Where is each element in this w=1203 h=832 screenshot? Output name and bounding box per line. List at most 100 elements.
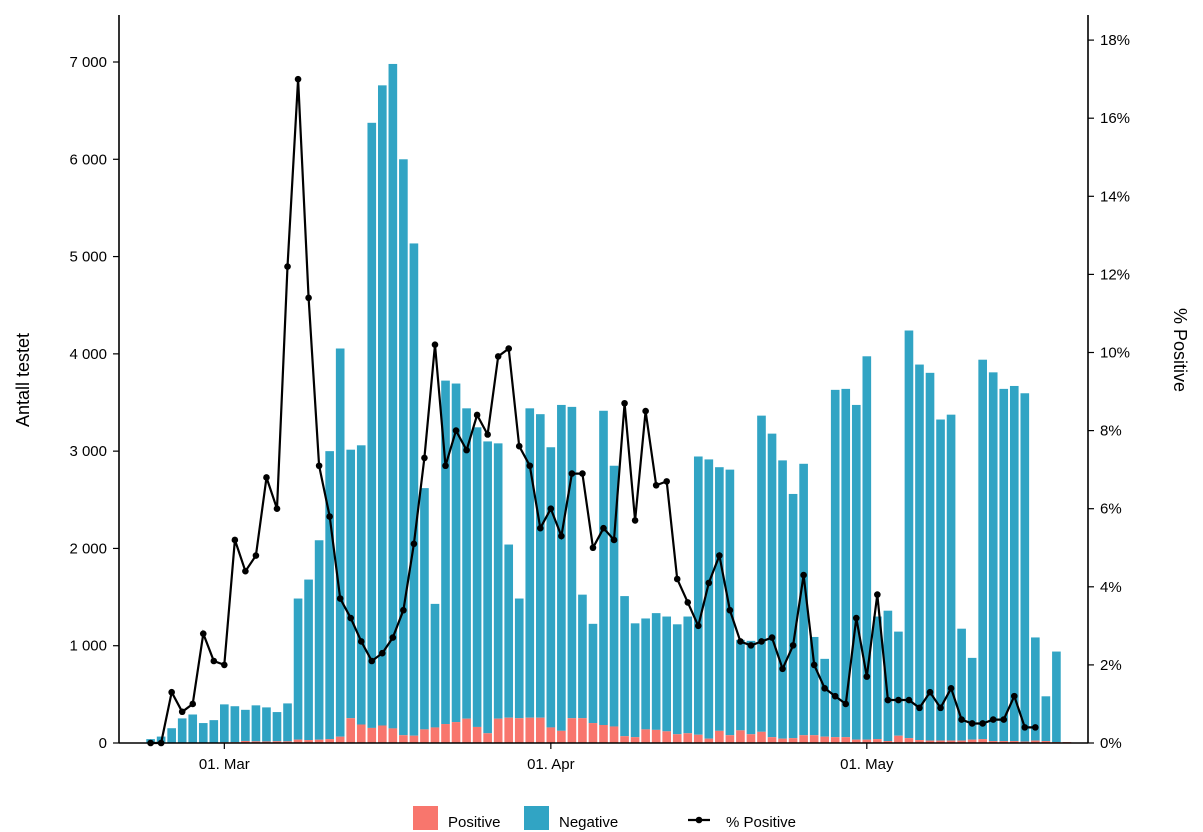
negative-bar [493,443,503,719]
percent-positive-point [400,606,407,614]
percent-positive-point [884,696,892,704]
negative-bar [883,610,893,742]
positive-bar [451,722,461,743]
percent-positive-point [473,411,481,419]
y2-tick-label: 14% [1100,188,1130,205]
percent-positive-point [347,614,355,622]
x-tick-label: 01. May [840,756,894,773]
percent-positive-point [979,720,986,727]
percent-positive-point [263,474,270,481]
percent-positive-point [705,579,713,587]
positive-bar [809,735,819,743]
negative-bar [809,636,819,736]
percent-positive-point [421,454,428,462]
positive-bar [272,741,282,743]
legend: Positive Negative % Positive [413,806,796,831]
y-tick-label: 1 000 [69,638,107,655]
y-tick-label: 4 000 [69,346,107,363]
negative-bar [736,639,745,731]
negative-bar [915,364,924,741]
percent-positive-point [1032,724,1039,731]
positive-bar [641,729,650,743]
positive-bar [367,727,377,743]
percent-positive-point [663,478,670,485]
percent-positive-point [199,630,207,637]
negative-bar [283,703,292,742]
positive-bar [283,741,292,743]
positive-bar [483,733,492,743]
positive-bar [388,728,398,743]
positive-bar [504,717,514,743]
percent-positive-point [515,442,523,450]
legend-swatch-positive [413,806,438,830]
percent-positive-point [526,462,534,470]
percent-positive-point [747,642,755,649]
negative-bar [525,408,535,718]
positive-bar [904,738,914,743]
negative-bar [630,623,640,738]
positive-bar [525,717,535,743]
positive-bar [578,718,587,743]
negative-bar [1052,651,1061,743]
negative-bar [967,657,977,740]
percent-positive-point [168,688,175,696]
percent-positive-point [178,708,186,716]
positive-bar [588,723,598,743]
negative-bar [662,616,672,732]
percent-positive-point [916,704,923,712]
negative-bar [504,544,514,718]
y2-tick-label: 2% [1100,657,1122,674]
y2-tick-label: 16% [1100,110,1130,127]
percent-positive-point [452,427,460,434]
negative-bar [430,603,440,728]
x-tick-label: 01. Mar [199,756,250,773]
positive-bar [420,729,429,743]
positive-bar [820,736,830,743]
negative-bar [641,618,650,730]
negative-bar [957,628,966,741]
negative-bar [925,372,935,741]
negative-bar [862,356,872,740]
negative-bar [1020,393,1030,742]
bars-layer [146,63,1072,743]
positive-bar [725,735,735,743]
percent-positive-point [389,634,397,641]
percent-positive-point [242,567,249,575]
positive-bar [873,739,882,743]
y2-axis-title: % Positive [1170,308,1190,392]
x-tick-label: 01. Apr [527,756,575,773]
negative-bar [399,159,408,736]
y-tick-label: 6 000 [69,151,107,168]
legend-label-negative: Negative [559,814,618,831]
positive-bar [925,740,935,743]
percent-positive-point [463,446,470,454]
positive-bar [557,730,566,743]
positive-bar [978,739,987,743]
positive-bar [430,727,440,743]
y-tick-label: 3 000 [69,443,107,460]
positive-bar [693,734,703,743]
percent-positive-point [189,700,197,708]
percent-positive-point [1000,716,1008,723]
positive-bar [746,734,756,743]
percent-positive-point [494,353,502,360]
positive-bar [462,718,471,743]
positive-bar [535,717,545,743]
positive-bar [1009,741,1019,743]
negative-bar [251,705,261,742]
percent-positive-point [537,524,544,532]
negative-bar [514,598,524,719]
positive-bar [999,741,1009,743]
percent-positive-point [252,552,260,559]
negative-bar [367,122,377,728]
negative-bar [767,433,777,738]
percent-positive-point [989,716,997,723]
negative-bar [936,419,945,741]
percent-positive-point [737,638,744,645]
percent-positive-point [937,704,944,712]
positive-bar [335,736,345,743]
positive-bar [915,740,924,743]
percent-positive-point [357,638,365,645]
negative-bar [557,404,566,731]
percent-positive-point [642,407,649,415]
